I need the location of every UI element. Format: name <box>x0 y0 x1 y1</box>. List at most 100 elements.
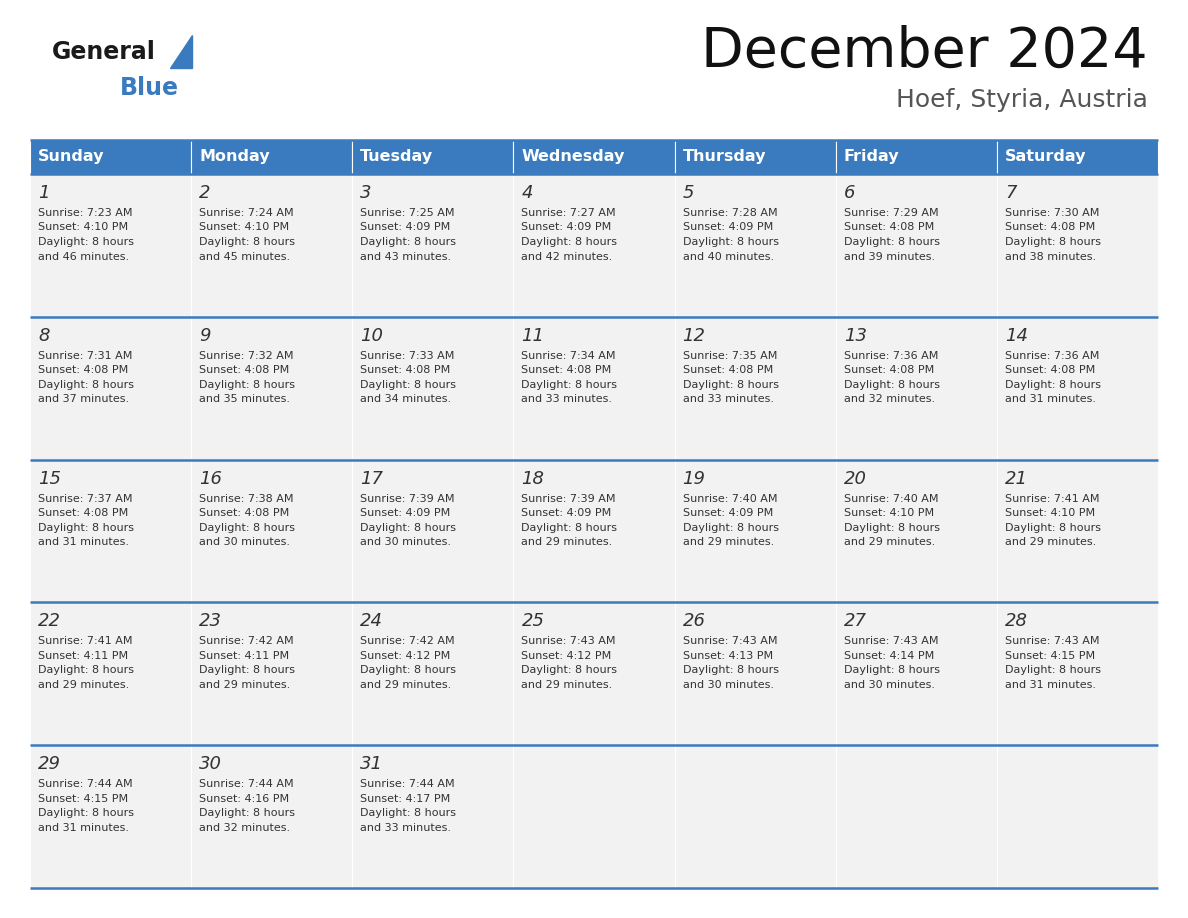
Text: and 29 minutes.: and 29 minutes. <box>522 680 613 690</box>
Text: Daylight: 8 hours: Daylight: 8 hours <box>360 522 456 532</box>
Text: and 37 minutes.: and 37 minutes. <box>38 395 129 404</box>
Text: Daylight: 8 hours: Daylight: 8 hours <box>200 380 295 390</box>
Text: Sunrise: 7:27 AM: Sunrise: 7:27 AM <box>522 208 617 218</box>
Bar <box>353 745 513 888</box>
Text: Daylight: 8 hours: Daylight: 8 hours <box>522 522 618 532</box>
Text: and 30 minutes.: and 30 minutes. <box>683 680 773 690</box>
Bar <box>191 745 353 888</box>
Text: 15: 15 <box>38 470 61 487</box>
Text: Daylight: 8 hours: Daylight: 8 hours <box>360 808 456 818</box>
Text: Sunset: 4:08 PM: Sunset: 4:08 PM <box>683 365 773 375</box>
Text: and 30 minutes.: and 30 minutes. <box>200 537 290 547</box>
Text: Sunrise: 7:38 AM: Sunrise: 7:38 AM <box>200 494 293 504</box>
Bar <box>997 140 1158 174</box>
Text: and 29 minutes.: and 29 minutes. <box>843 537 935 547</box>
Text: 22: 22 <box>38 612 61 631</box>
Bar <box>675 602 835 745</box>
Text: Tuesday: Tuesday <box>360 150 434 164</box>
Text: Sunset: 4:15 PM: Sunset: 4:15 PM <box>1005 651 1095 661</box>
Text: and 33 minutes.: and 33 minutes. <box>360 823 451 833</box>
Text: Daylight: 8 hours: Daylight: 8 hours <box>200 237 295 247</box>
Text: and 46 minutes.: and 46 minutes. <box>38 252 129 262</box>
Text: Sunset: 4:08 PM: Sunset: 4:08 PM <box>360 365 450 375</box>
Text: Sunrise: 7:36 AM: Sunrise: 7:36 AM <box>1005 351 1099 361</box>
Text: 11: 11 <box>522 327 544 345</box>
Bar <box>30 745 191 888</box>
Text: Sunrise: 7:37 AM: Sunrise: 7:37 AM <box>38 494 133 504</box>
Text: Sunset: 4:16 PM: Sunset: 4:16 PM <box>200 794 289 803</box>
Text: 3: 3 <box>360 184 372 202</box>
Text: Daylight: 8 hours: Daylight: 8 hours <box>1005 522 1101 532</box>
Bar <box>997 317 1158 460</box>
Text: Daylight: 8 hours: Daylight: 8 hours <box>38 666 134 676</box>
Text: Daylight: 8 hours: Daylight: 8 hours <box>200 522 295 532</box>
Text: Daylight: 8 hours: Daylight: 8 hours <box>843 666 940 676</box>
Polygon shape <box>170 35 192 68</box>
Text: and 31 minutes.: and 31 minutes. <box>1005 395 1095 404</box>
Text: and 34 minutes.: and 34 minutes. <box>360 395 451 404</box>
Text: Sunrise: 7:39 AM: Sunrise: 7:39 AM <box>360 494 455 504</box>
Bar <box>675 140 835 174</box>
Text: Sunrise: 7:28 AM: Sunrise: 7:28 AM <box>683 208 777 218</box>
Bar <box>191 317 353 460</box>
Bar <box>513 174 675 317</box>
Text: Sunrise: 7:32 AM: Sunrise: 7:32 AM <box>200 351 293 361</box>
Text: Daylight: 8 hours: Daylight: 8 hours <box>683 666 778 676</box>
Text: and 39 minutes.: and 39 minutes. <box>843 252 935 262</box>
Text: Sunrise: 7:42 AM: Sunrise: 7:42 AM <box>360 636 455 646</box>
Text: and 29 minutes.: and 29 minutes. <box>200 680 290 690</box>
Bar <box>30 460 191 602</box>
Text: and 30 minutes.: and 30 minutes. <box>360 537 451 547</box>
Text: 14: 14 <box>1005 327 1028 345</box>
Text: Daylight: 8 hours: Daylight: 8 hours <box>1005 237 1101 247</box>
Text: Daylight: 8 hours: Daylight: 8 hours <box>1005 380 1101 390</box>
Text: Daylight: 8 hours: Daylight: 8 hours <box>843 380 940 390</box>
Text: Wednesday: Wednesday <box>522 150 625 164</box>
Text: 1: 1 <box>38 184 50 202</box>
Bar <box>835 174 997 317</box>
Text: Sunset: 4:12 PM: Sunset: 4:12 PM <box>360 651 450 661</box>
Bar <box>675 745 835 888</box>
Bar <box>997 174 1158 317</box>
Text: 9: 9 <box>200 327 210 345</box>
Text: Friday: Friday <box>843 150 899 164</box>
Text: 13: 13 <box>843 327 867 345</box>
Text: and 29 minutes.: and 29 minutes. <box>522 537 613 547</box>
Text: Sunrise: 7:33 AM: Sunrise: 7:33 AM <box>360 351 455 361</box>
Text: Sunset: 4:09 PM: Sunset: 4:09 PM <box>522 222 612 232</box>
Text: and 40 minutes.: and 40 minutes. <box>683 252 773 262</box>
Bar <box>30 602 191 745</box>
Text: Sunrise: 7:42 AM: Sunrise: 7:42 AM <box>200 636 293 646</box>
Text: Sunrise: 7:44 AM: Sunrise: 7:44 AM <box>38 779 133 789</box>
Text: and 35 minutes.: and 35 minutes. <box>200 395 290 404</box>
Bar <box>835 317 997 460</box>
Text: 10: 10 <box>360 327 384 345</box>
Bar <box>513 460 675 602</box>
Text: Daylight: 8 hours: Daylight: 8 hours <box>38 522 134 532</box>
Text: and 32 minutes.: and 32 minutes. <box>843 395 935 404</box>
Text: Sunset: 4:11 PM: Sunset: 4:11 PM <box>200 651 289 661</box>
Bar <box>191 602 353 745</box>
Text: Sunset: 4:10 PM: Sunset: 4:10 PM <box>843 508 934 518</box>
Text: Daylight: 8 hours: Daylight: 8 hours <box>522 237 618 247</box>
Text: Sunset: 4:10 PM: Sunset: 4:10 PM <box>200 222 289 232</box>
Text: Sunset: 4:10 PM: Sunset: 4:10 PM <box>38 222 128 232</box>
Text: and 29 minutes.: and 29 minutes. <box>38 680 129 690</box>
Text: Sunset: 4:11 PM: Sunset: 4:11 PM <box>38 651 128 661</box>
Bar <box>997 745 1158 888</box>
Text: Sunset: 4:08 PM: Sunset: 4:08 PM <box>843 222 934 232</box>
Text: 2: 2 <box>200 184 210 202</box>
Bar <box>675 317 835 460</box>
Text: Sunrise: 7:23 AM: Sunrise: 7:23 AM <box>38 208 133 218</box>
Text: Sunset: 4:08 PM: Sunset: 4:08 PM <box>522 365 612 375</box>
Text: Sunset: 4:08 PM: Sunset: 4:08 PM <box>1005 365 1095 375</box>
Text: Daylight: 8 hours: Daylight: 8 hours <box>38 808 134 818</box>
Text: and 43 minutes.: and 43 minutes. <box>360 252 451 262</box>
Text: Sunrise: 7:29 AM: Sunrise: 7:29 AM <box>843 208 939 218</box>
Bar <box>997 460 1158 602</box>
Text: 6: 6 <box>843 184 855 202</box>
Text: Daylight: 8 hours: Daylight: 8 hours <box>38 237 134 247</box>
Text: Sunrise: 7:43 AM: Sunrise: 7:43 AM <box>843 636 939 646</box>
Text: Sunrise: 7:41 AM: Sunrise: 7:41 AM <box>38 636 133 646</box>
Bar <box>191 140 353 174</box>
